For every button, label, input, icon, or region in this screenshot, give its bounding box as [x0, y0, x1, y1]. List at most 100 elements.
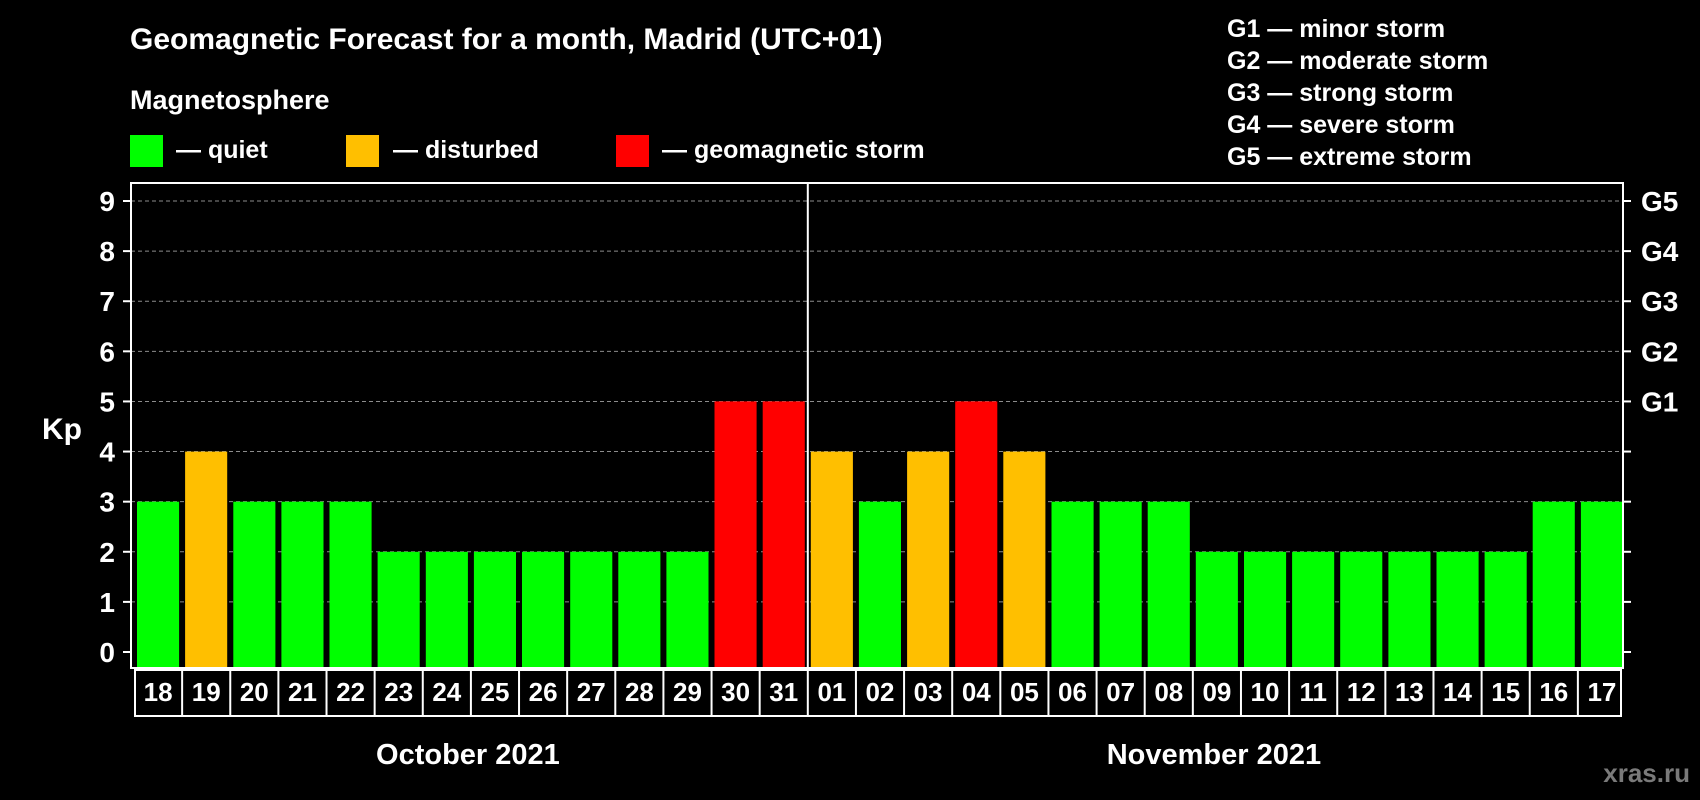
- bar-05: [1003, 451, 1046, 668]
- bar-03: [907, 451, 950, 668]
- watermark: xras.ru: [1603, 758, 1690, 788]
- bar-16: [1532, 501, 1575, 668]
- bar-07: [1099, 501, 1142, 668]
- bar-08: [1147, 501, 1190, 668]
- date-label-05: 05: [1010, 677, 1039, 707]
- bar-27: [570, 551, 613, 668]
- g-level-g1: G1: [1641, 386, 1678, 417]
- bar-06: [1051, 501, 1094, 668]
- date-label-11: 11: [1299, 677, 1327, 707]
- bar-13: [1388, 551, 1431, 668]
- storm-scale-legend: G1 — minor storm G2 — moderate storm G3 …: [1227, 15, 1488, 171]
- bar-18: [137, 501, 180, 668]
- date-label-27: 27: [577, 677, 606, 707]
- date-label-01: 01: [817, 677, 846, 707]
- y-tick-label-0: 0: [99, 637, 115, 668]
- date-label-16: 16: [1539, 677, 1568, 707]
- bar-02: [858, 501, 901, 668]
- month-label-2: November 2021: [1107, 739, 1321, 771]
- date-label-29: 29: [673, 677, 702, 707]
- date-label-02: 02: [866, 677, 895, 707]
- bar-26: [522, 551, 565, 668]
- bar-11: [1292, 551, 1335, 668]
- date-label-15: 15: [1491, 677, 1520, 707]
- legend-label-storm: — geomagnetic storm: [662, 136, 925, 164]
- bar-10: [1244, 551, 1287, 668]
- storm-scale-g1: G1 — minor storm: [1227, 15, 1445, 43]
- date-label-17: 17: [1587, 677, 1616, 707]
- date-label-24: 24: [432, 677, 461, 707]
- legend-swatch-quiet: [130, 135, 163, 167]
- date-label-25: 25: [481, 677, 510, 707]
- bar-04: [955, 401, 998, 668]
- date-label-26: 26: [529, 677, 558, 707]
- g-level-g2: G2: [1641, 336, 1678, 367]
- date-label-28: 28: [625, 677, 654, 707]
- y-tick-label-6: 6: [99, 336, 115, 367]
- date-row-frame: [134, 669, 1622, 717]
- y-tick-label-2: 2: [99, 537, 115, 568]
- date-label-13: 13: [1395, 677, 1424, 707]
- legend-label-quiet: — quiet: [176, 136, 268, 164]
- bar-12: [1340, 551, 1383, 668]
- chart-title: Geomagnetic Forecast for a month, Madrid…: [130, 23, 883, 56]
- y-tick-label-3: 3: [99, 487, 115, 518]
- date-label-31: 31: [769, 677, 798, 707]
- legend-swatch-storm: [616, 135, 649, 167]
- storm-scale-g4: G4 — severe storm: [1227, 111, 1455, 139]
- bar-09: [1195, 551, 1238, 668]
- date-label-14: 14: [1443, 677, 1472, 707]
- bar-17: [1580, 501, 1623, 668]
- date-label-04: 04: [962, 677, 991, 707]
- bar-25: [473, 551, 516, 668]
- g-level-g4: G4: [1641, 236, 1679, 267]
- chart-subtitle: Magnetosphere: [130, 85, 330, 115]
- bar-14: [1436, 551, 1479, 668]
- month-label-1: October 2021: [376, 739, 560, 771]
- date-label-06: 06: [1058, 677, 1087, 707]
- bar-15: [1484, 551, 1527, 668]
- date-label-21: 21: [288, 677, 317, 707]
- legend-label-disturbed: — disturbed: [393, 136, 539, 164]
- bar-22: [329, 501, 372, 668]
- y-tick-label-9: 9: [99, 186, 115, 217]
- legend-swatch-disturbed: [346, 135, 379, 167]
- date-label-30: 30: [721, 677, 750, 707]
- bar-01: [810, 451, 853, 668]
- date-label-12: 12: [1347, 677, 1376, 707]
- storm-scale-g5: G5 — extreme storm: [1227, 143, 1472, 171]
- bar-29: [666, 551, 709, 668]
- storm-scale-g2: G2 — moderate storm: [1227, 47, 1488, 75]
- bar-19: [185, 451, 228, 668]
- date-label-20: 20: [240, 677, 269, 707]
- bar-30: [714, 401, 757, 668]
- y-tick-label-5: 5: [99, 386, 115, 417]
- y-axis-label: Kp: [42, 413, 82, 446]
- bar-28: [618, 551, 661, 668]
- plot-frame: [130, 182, 1624, 669]
- date-label-07: 07: [1106, 677, 1135, 707]
- y-tick-label-4: 4: [99, 437, 115, 468]
- date-label-09: 09: [1202, 677, 1231, 707]
- bar-20: [233, 501, 276, 668]
- date-label-18: 18: [144, 677, 173, 707]
- bar-23: [377, 551, 420, 668]
- date-label-03: 03: [914, 677, 943, 707]
- legend: — quiet — disturbed — geomagnetic storm: [130, 135, 925, 167]
- date-label-23: 23: [384, 677, 413, 707]
- date-label-08: 08: [1154, 677, 1183, 707]
- date-label-19: 19: [192, 677, 221, 707]
- bar-31: [762, 401, 805, 668]
- g-level-g3: G3: [1641, 286, 1678, 317]
- date-label-10: 10: [1251, 677, 1280, 707]
- storm-scale-g3: G3 — strong storm: [1227, 79, 1453, 107]
- bar-21: [281, 501, 324, 668]
- bar-24: [425, 551, 468, 668]
- y-tick-label-8: 8: [99, 236, 115, 267]
- date-label-22: 22: [336, 677, 365, 707]
- g-level-g5: G5: [1641, 186, 1678, 217]
- y-tick-label-7: 7: [99, 286, 115, 317]
- y-tick-label-1: 1: [99, 587, 115, 618]
